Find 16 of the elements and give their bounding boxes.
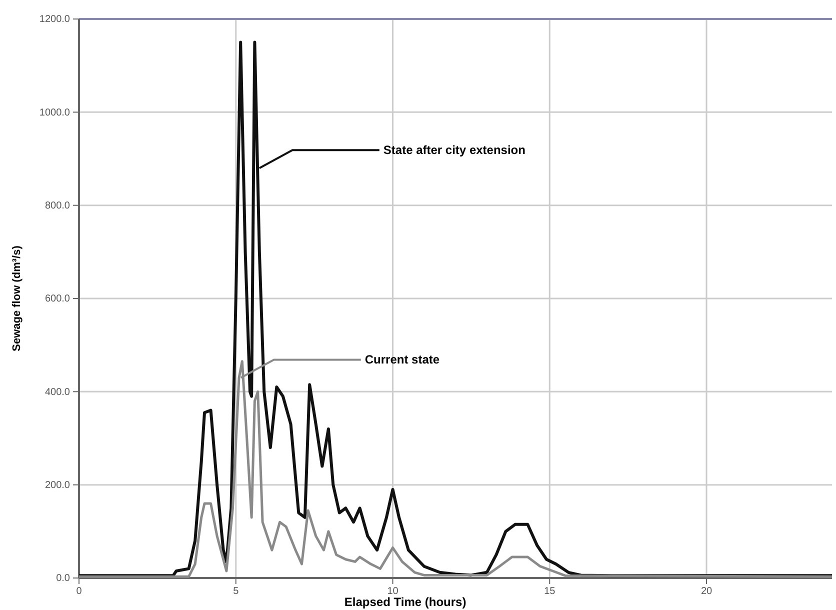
- y-tick-label: 1000.0: [39, 107, 70, 118]
- x-tick-label: 10: [387, 586, 399, 598]
- x-tick-label: 20: [700, 586, 712, 598]
- x-tick-label: 0: [76, 586, 82, 598]
- annotation: Current state: [364, 352, 440, 367]
- y-tick-label: 200.0: [44, 480, 70, 492]
- y-tick-label: 800.0: [44, 200, 70, 212]
- x-tick-label: 5: [233, 586, 240, 598]
- y-tick-label: 1200.0: [39, 14, 70, 26]
- y-tick-label: 0.0: [56, 573, 70, 584]
- y-axis-title: Sewage flow (dm³/s): [11, 245, 23, 352]
- x-axis-title: Elapsed Time (hours): [344, 595, 466, 609]
- y-tick-label: 400.0: [44, 386, 70, 398]
- x-tick-label: 15: [544, 586, 556, 598]
- annotation: State after city extension: [383, 143, 526, 158]
- y-tick-label: 600.0: [44, 294, 70, 305]
